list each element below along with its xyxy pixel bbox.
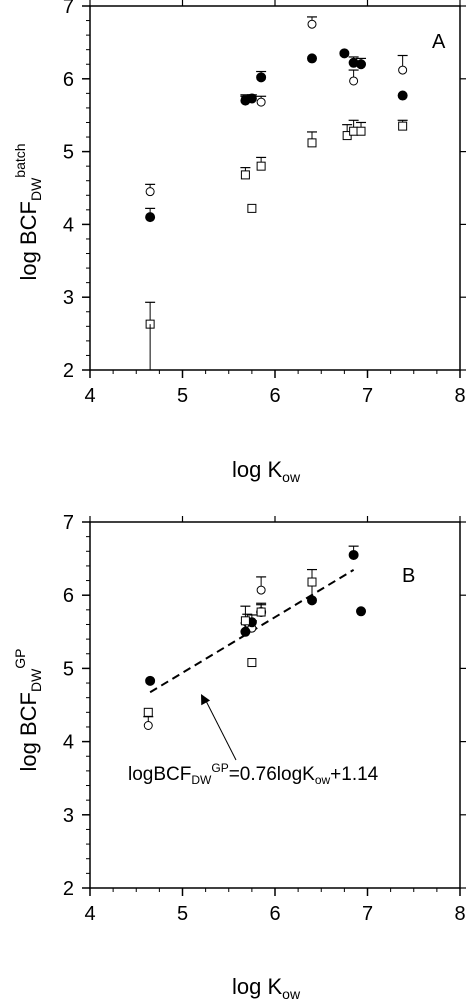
data-point-open-square — [356, 126, 366, 136]
data-point-open-square — [240, 616, 250, 626]
x-tick-label: 4 — [84, 385, 95, 407]
y-tick-label: 5 — [63, 658, 74, 680]
data-point-open-square — [240, 170, 250, 180]
panel-a-x-axis-label: log Kow — [232, 457, 301, 485]
x-tick-label: 7 — [362, 903, 373, 925]
data-point-open-circle — [398, 65, 408, 75]
data-point-filled-circle — [356, 59, 367, 70]
fit-equation: logBCFDWGP=0.76logKow+1.14 — [128, 761, 379, 787]
panel-b-x-axis-label: log Kow — [232, 974, 301, 1002]
x-tick-label: 8 — [454, 385, 465, 407]
annotation-arrow — [203, 696, 237, 761]
x-tick-label: 6 — [269, 903, 280, 925]
panel-b-y-axis-label: log BCFDWGP — [12, 648, 44, 771]
y-tick-label: 7 — [63, 0, 74, 18]
data-point-filled-circle — [307, 595, 317, 606]
x-tick-label: 7 — [362, 385, 373, 407]
y-tick-label: 7 — [63, 512, 74, 534]
y-tick-label: 4 — [63, 732, 74, 754]
data-point-open-circle — [143, 720, 153, 730]
data-point-open-square — [256, 161, 266, 171]
panel-a-tick-marks — [82, 0, 466, 378]
x-tick-label: 8 — [454, 903, 465, 925]
x-tick-label: 5 — [177, 385, 188, 407]
data-point-open-circle — [307, 19, 317, 29]
data-point-filled-circle — [348, 549, 359, 560]
panel-b-data-marks — [143, 545, 367, 761]
y-tick-label: 3 — [63, 805, 74, 827]
x-tick-label: 5 — [177, 903, 188, 925]
panel-a-plot-frame — [89, 5, 461, 371]
data-point-open-square — [349, 126, 359, 136]
data-point-open-square — [256, 607, 266, 617]
data-point-filled-circle — [246, 93, 257, 104]
y-tick-label: 2 — [63, 360, 74, 382]
panel-b-tick-labels: 4 5 6 7 8 2 3 4 5 6 7 — [63, 512, 466, 925]
panel-a-tick-labels: 4 5 6 7 8 2 3 4 5 6 7 — [63, 0, 466, 407]
x-tick-label: 6 — [269, 385, 280, 407]
data-point-open-circle — [256, 97, 266, 107]
chart-panel-a: 4 5 6 7 8 2 3 4 5 6 7 A log Kow log BCFDWbatch — [12, 0, 466, 485]
data-point-open-square — [307, 577, 317, 587]
panel-b-label: B — [402, 565, 415, 587]
panel-a-label: A — [432, 31, 446, 53]
chart-panel-b: 4 5 6 7 8 2 3 4 5 6 7 B log Kow log BCFDWGP logBCF… — [12, 512, 466, 1002]
data-point-open-square — [247, 658, 257, 668]
data-point-filled-circle — [145, 675, 156, 686]
y-tick-label: 4 — [63, 214, 74, 236]
data-point-filled-circle — [397, 90, 408, 101]
data-point-open-square — [247, 203, 257, 213]
data-point-open-square — [307, 138, 317, 148]
data-point-open-circle — [256, 585, 266, 595]
panel-a-y-axis-label: log BCFDWbatch — [12, 143, 44, 280]
y-tick-label: 6 — [63, 69, 74, 91]
y-tick-label: 5 — [63, 142, 74, 164]
data-point-open-square — [143, 707, 153, 717]
data-point-filled-circle — [356, 606, 367, 617]
panel-b-plot-frame — [89, 521, 461, 889]
data-point-filled-circle — [240, 626, 251, 637]
data-point-open-circle — [349, 76, 359, 86]
data-point-filled-circle — [256, 72, 267, 83]
panel-a-data-marks — [145, 16, 408, 370]
annotation-arrowhead — [201, 694, 211, 706]
x-tick-label: 4 — [84, 903, 95, 925]
data-point-open-square — [398, 121, 408, 131]
data-point-filled-circle — [307, 53, 317, 64]
y-tick-label: 6 — [63, 585, 74, 607]
data-point-open-circle — [145, 187, 155, 197]
data-point-filled-circle — [145, 212, 156, 223]
data-point-filled-circle — [339, 48, 350, 59]
y-tick-label: 3 — [63, 287, 74, 309]
y-tick-label: 2 — [63, 878, 74, 900]
